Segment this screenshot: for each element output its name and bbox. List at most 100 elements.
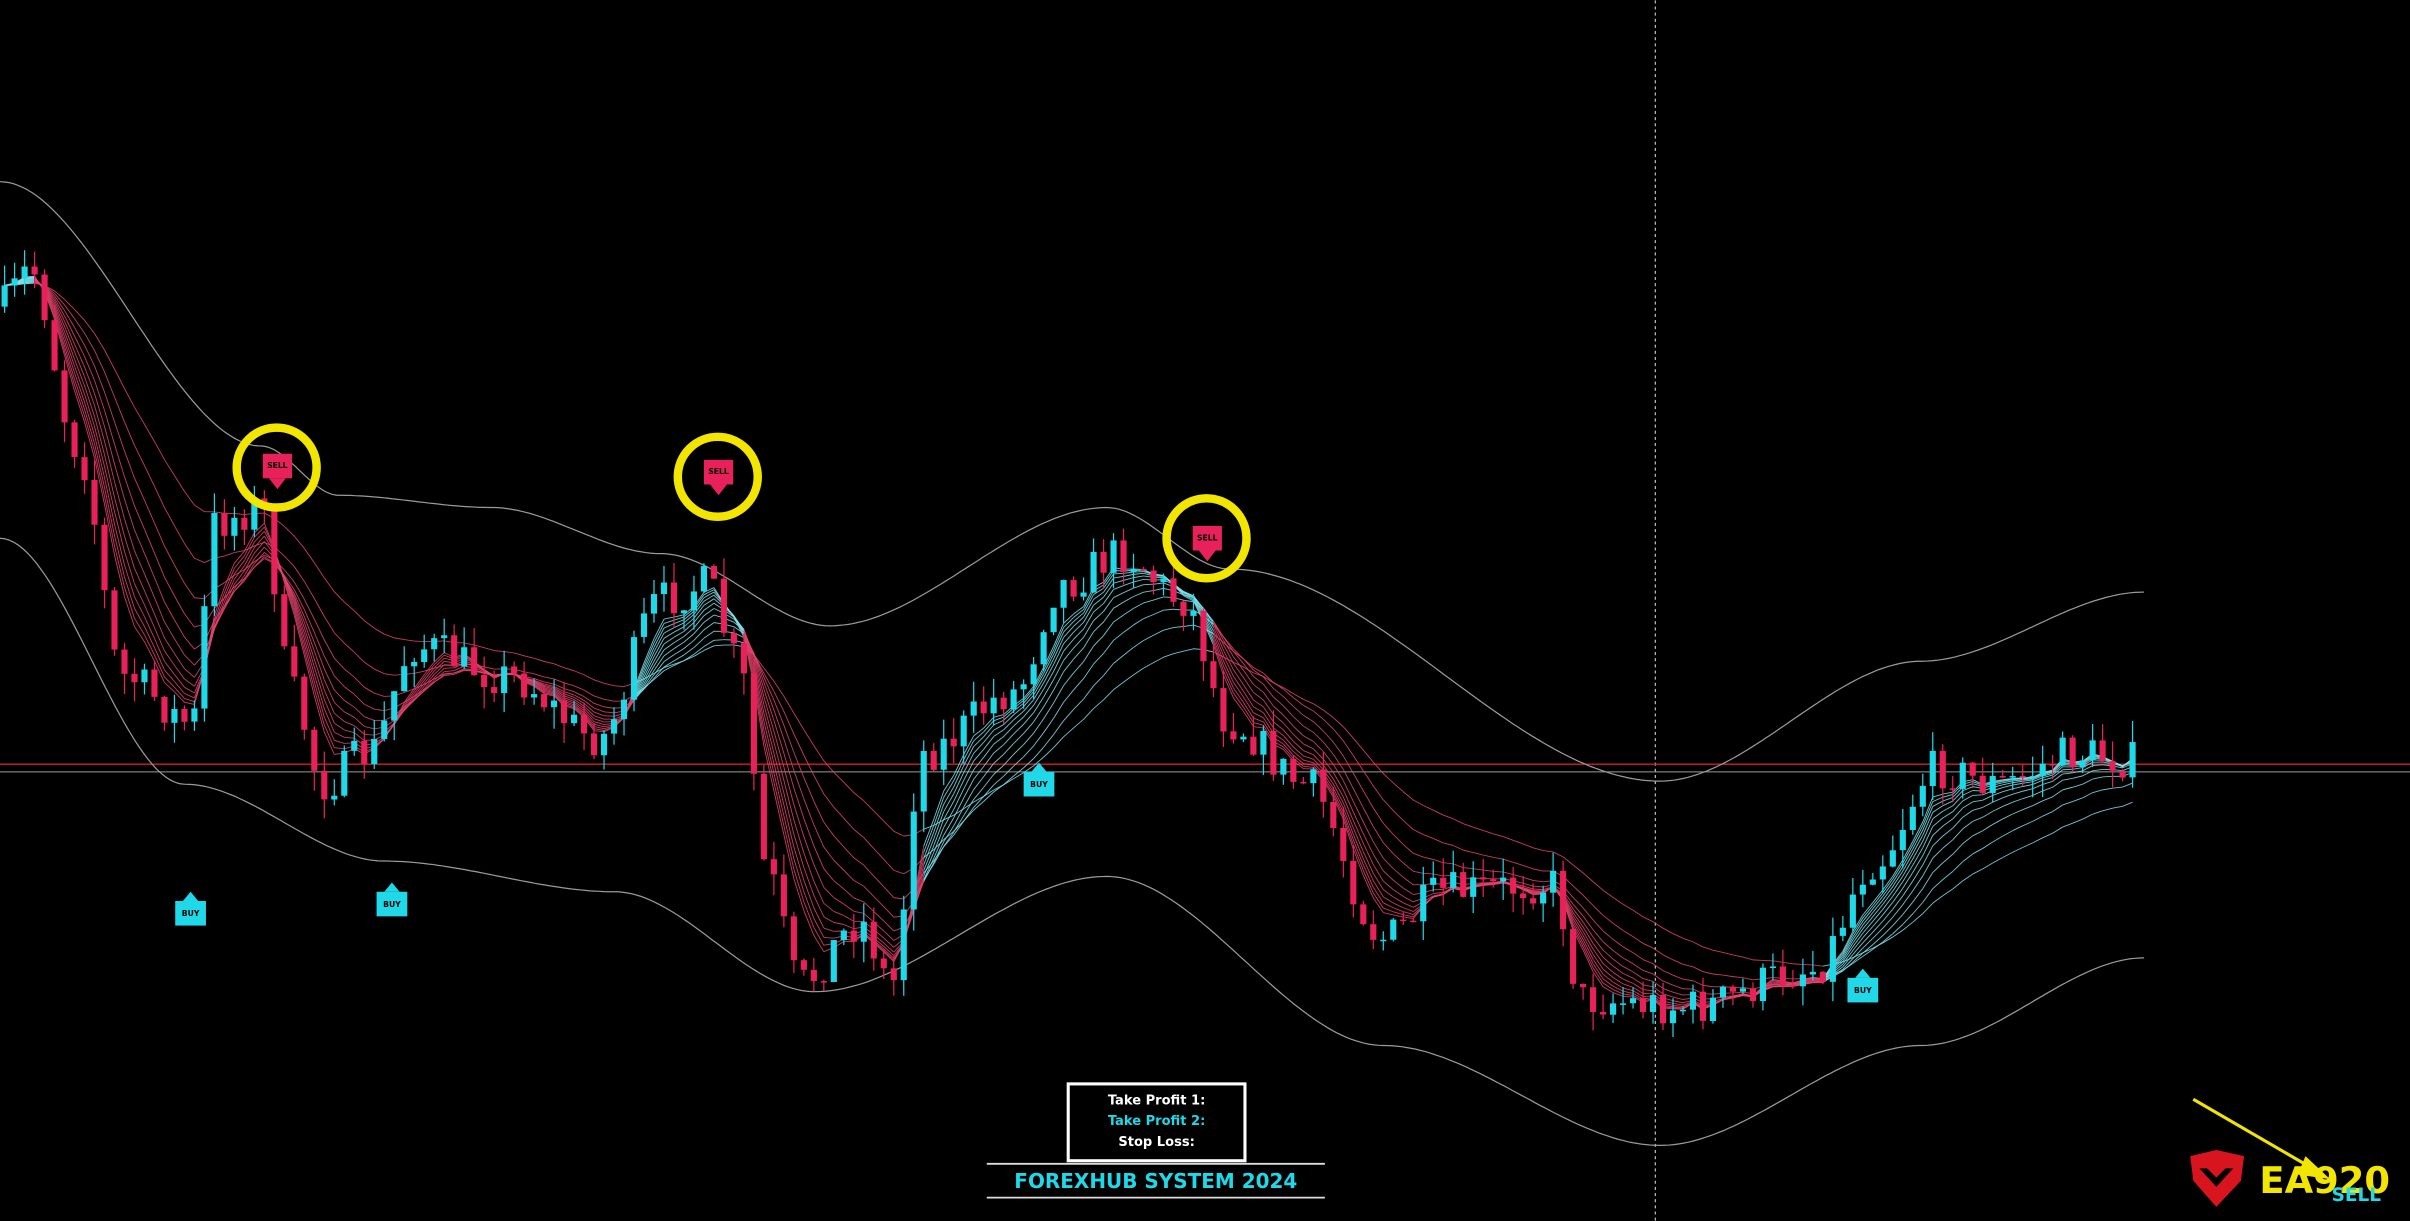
ma-line	[1332, 754, 1344, 770]
ma-line	[1303, 725, 1314, 733]
ma-line	[1263, 676, 1274, 684]
ma-line	[2072, 767, 2083, 770]
ma-line	[124, 551, 135, 584]
candle-body	[1879, 866, 1886, 880]
ma-line	[1902, 872, 1914, 889]
candle-body	[1430, 877, 1437, 885]
ma-line	[1303, 755, 1314, 760]
ma-line	[1362, 833, 1374, 855]
ma-line	[1912, 821, 1924, 842]
ma-line	[74, 390, 85, 423]
ma-line	[1732, 994, 1744, 997]
ma-line	[174, 475, 185, 492]
ma-line	[2012, 778, 2023, 781]
ma-line	[733, 626, 745, 634]
ma-line	[134, 608, 145, 627]
ma-line	[673, 616, 685, 621]
ma-line	[1592, 958, 1604, 975]
ma-line	[234, 513, 245, 516]
ma-line	[813, 775, 825, 795]
ma-line	[184, 583, 195, 599]
ma-line	[423, 674, 435, 687]
ma-line	[114, 497, 125, 537]
ma-line	[673, 619, 685, 625]
ma-line	[2102, 775, 2113, 778]
ma-line	[434, 664, 445, 669]
ma-line	[1382, 857, 1394, 869]
ma-line	[1962, 790, 1973, 796]
ma-line	[1602, 973, 1614, 983]
ma-line	[1083, 604, 1094, 623]
ma-line	[1882, 916, 1894, 929]
ma-line	[214, 608, 225, 627]
ma-line	[873, 810, 885, 822]
ma-line	[64, 315, 75, 337]
candle-body	[1270, 731, 1277, 775]
ma-line	[1842, 946, 1854, 962]
ma-line	[323, 708, 335, 733]
ma-line	[683, 647, 695, 656]
candle-body	[491, 687, 498, 694]
candle-body	[730, 632, 737, 644]
ma-line	[1642, 970, 1654, 975]
ma-line	[154, 638, 165, 662]
ma-line	[763, 704, 775, 743]
candle-body	[211, 512, 218, 607]
ma-line	[1523, 887, 1534, 891]
ma-line	[1942, 800, 1953, 807]
candle-body	[1500, 877, 1507, 882]
ma-line	[1882, 908, 1894, 922]
ma-line	[293, 601, 305, 634]
ma-line	[2022, 805, 2033, 811]
ma-line	[313, 695, 325, 733]
ma-line	[1413, 852, 1424, 858]
ma-line	[1283, 696, 1294, 707]
ma-line	[1932, 800, 1943, 807]
candle-body	[1190, 610, 1197, 616]
ma-line	[1592, 963, 1604, 980]
ma-line	[1982, 862, 1993, 870]
ma-line	[1193, 601, 1204, 611]
ma-line	[1523, 887, 1534, 893]
ma-line	[1063, 617, 1074, 628]
ma-line	[2022, 842, 2033, 848]
candle-body	[1480, 877, 1487, 880]
ma-line	[1303, 750, 1314, 756]
ma-line	[1293, 746, 1304, 757]
ma-line	[104, 466, 115, 512]
ma-line	[353, 716, 365, 727]
ma-line	[833, 806, 845, 819]
ma-line	[114, 545, 125, 588]
ma-line	[1592, 954, 1604, 970]
candle-body	[1839, 927, 1846, 936]
ma-line	[1882, 875, 1894, 891]
ma-line	[1303, 698, 1314, 705]
ma-line	[1882, 933, 1894, 943]
candle-body	[1060, 580, 1067, 608]
sell-arrow	[1198, 550, 1216, 562]
ma-line	[1332, 764, 1344, 781]
ma-line	[1063, 672, 1074, 686]
ma-line	[643, 661, 655, 681]
ma-line	[2012, 798, 2023, 803]
ma-line	[223, 573, 235, 598]
ma-line	[1632, 986, 1644, 994]
ma-line	[1113, 681, 1124, 691]
ma-line	[1383, 902, 1394, 909]
ma-line	[783, 780, 795, 821]
ma-line	[663, 665, 675, 672]
ma-line	[1372, 807, 1384, 824]
ma-line	[673, 641, 685, 650]
candle-body	[1600, 1011, 1607, 1015]
candle-body	[1560, 870, 1567, 930]
ma-line	[1243, 690, 1254, 707]
ma-line	[454, 669, 465, 674]
ma-line	[1902, 844, 1914, 864]
ma-line	[693, 646, 705, 655]
candle-body	[1010, 689, 1017, 710]
ma-line	[1433, 809, 1444, 816]
ma-line	[243, 547, 255, 566]
ma-line	[1433, 859, 1444, 864]
ma-line	[1243, 711, 1254, 727]
ma-line	[943, 780, 955, 798]
